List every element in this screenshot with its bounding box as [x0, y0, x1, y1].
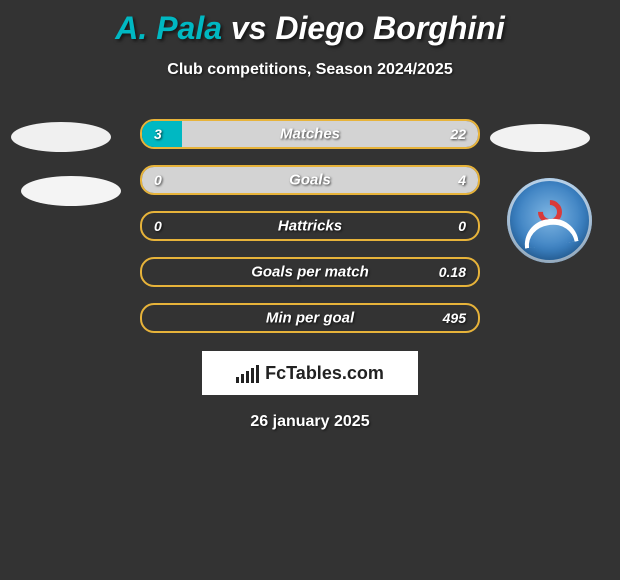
player2-avatar-top — [490, 124, 590, 152]
stat-left-value: 0 — [154, 172, 162, 188]
stat-right-value: 4 — [458, 172, 466, 188]
stat-left-value: 0 — [154, 218, 162, 234]
player1-avatar-mid — [21, 176, 121, 206]
stat-left-value: 3 — [154, 126, 162, 142]
stat-row: Min per goal 495 — [140, 303, 480, 333]
stat-row: 3 Matches 22 — [140, 119, 480, 149]
player2-name: Diego Borghini — [275, 10, 504, 46]
player1-avatar-top — [11, 122, 111, 152]
stat-label: Goals per match — [251, 264, 369, 281]
stat-label: Min per goal — [266, 310, 354, 327]
stat-label: Hattricks — [278, 218, 342, 235]
attribution-box: FcTables.com — [202, 351, 418, 395]
stat-right-value: 0.18 — [439, 264, 466, 280]
vs-text: vs — [231, 10, 267, 46]
player2-club-badge — [507, 178, 592, 263]
stat-row: 0 Hattricks 0 — [140, 211, 480, 241]
stat-right-value: 0 — [458, 218, 466, 234]
stat-row: Goals per match 0.18 — [140, 257, 480, 287]
stat-fill-left — [142, 121, 182, 147]
player1-name: A. Pala — [115, 10, 222, 46]
page-title: A. Pala vs Diego Borghini — [0, 0, 620, 47]
stat-label: Matches — [280, 126, 340, 143]
stat-right-value: 22 — [450, 126, 466, 142]
subtitle: Club competitions, Season 2024/2025 — [0, 61, 620, 79]
stat-right-value: 495 — [443, 310, 466, 326]
badge-wave-icon — [521, 215, 578, 248]
bars-icon — [236, 363, 259, 383]
stat-row: 0 Goals 4 — [140, 165, 480, 195]
stat-label: Goals — [289, 172, 331, 189]
attribution-brand: FcTables.com — [265, 363, 384, 384]
datestamp: 26 january 2025 — [0, 413, 620, 431]
